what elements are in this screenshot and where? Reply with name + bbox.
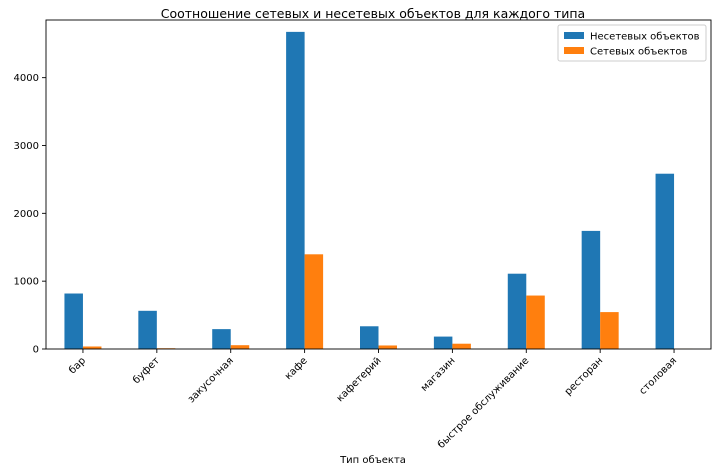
bar-nonchain-2 <box>212 329 231 349</box>
plot-area-frame <box>45 19 712 350</box>
legend-label-0: Несетевых объектов <box>590 32 700 43</box>
x-axis-label: Тип объекта <box>339 455 406 466</box>
y-tick-label: 1000 <box>14 277 39 288</box>
bar-nonchain-6 <box>507 273 527 349</box>
x-tick-label: буфет <box>131 355 162 386</box>
bar-chain-4 <box>378 345 397 349</box>
bar-nonchain-5 <box>433 336 453 349</box>
bar-nonchain-3 <box>286 31 305 350</box>
legend-swatch-0 <box>564 32 584 39</box>
legend: Несетевых объектов Сетевых объектов <box>557 24 707 62</box>
bar-chain-5 <box>452 343 471 349</box>
bar-chain-0 <box>82 346 102 349</box>
bar-nonchain-4 <box>360 326 379 349</box>
x-tick-label: кафе <box>283 355 310 382</box>
bar-nonchain-0 <box>64 293 83 349</box>
x-tick-label: магазин <box>419 355 457 393</box>
x-tick-label: ресторан <box>563 355 605 397</box>
chart-title: Соотношение сетевых и несетевых объектов… <box>161 6 585 21</box>
bar-chain-3 <box>304 254 324 349</box>
bar-chain-7 <box>600 312 619 349</box>
legend-label-1: Сетевых объектов <box>590 47 687 58</box>
x-tick-label: бар <box>67 355 88 376</box>
legend-swatch-1 <box>564 47 584 54</box>
y-tick-label: 3000 <box>14 141 39 152</box>
x-tick-label: закусочная <box>186 355 236 405</box>
legend-box <box>557 24 707 62</box>
bar-nonchain-7 <box>581 230 601 349</box>
y-tick-label: 4000 <box>14 73 39 84</box>
bar-chain-2 <box>230 345 250 349</box>
bar-chain-6 <box>526 295 545 349</box>
x-tick-label: кафетерий <box>335 355 384 404</box>
bar-nonchain-8 <box>655 173 675 349</box>
x-tick-label: столовая <box>637 355 679 397</box>
bar-nonchain-1 <box>138 310 157 349</box>
y-tick-label: 2000 <box>14 209 39 220</box>
y-tick-label: 0 <box>33 345 39 356</box>
